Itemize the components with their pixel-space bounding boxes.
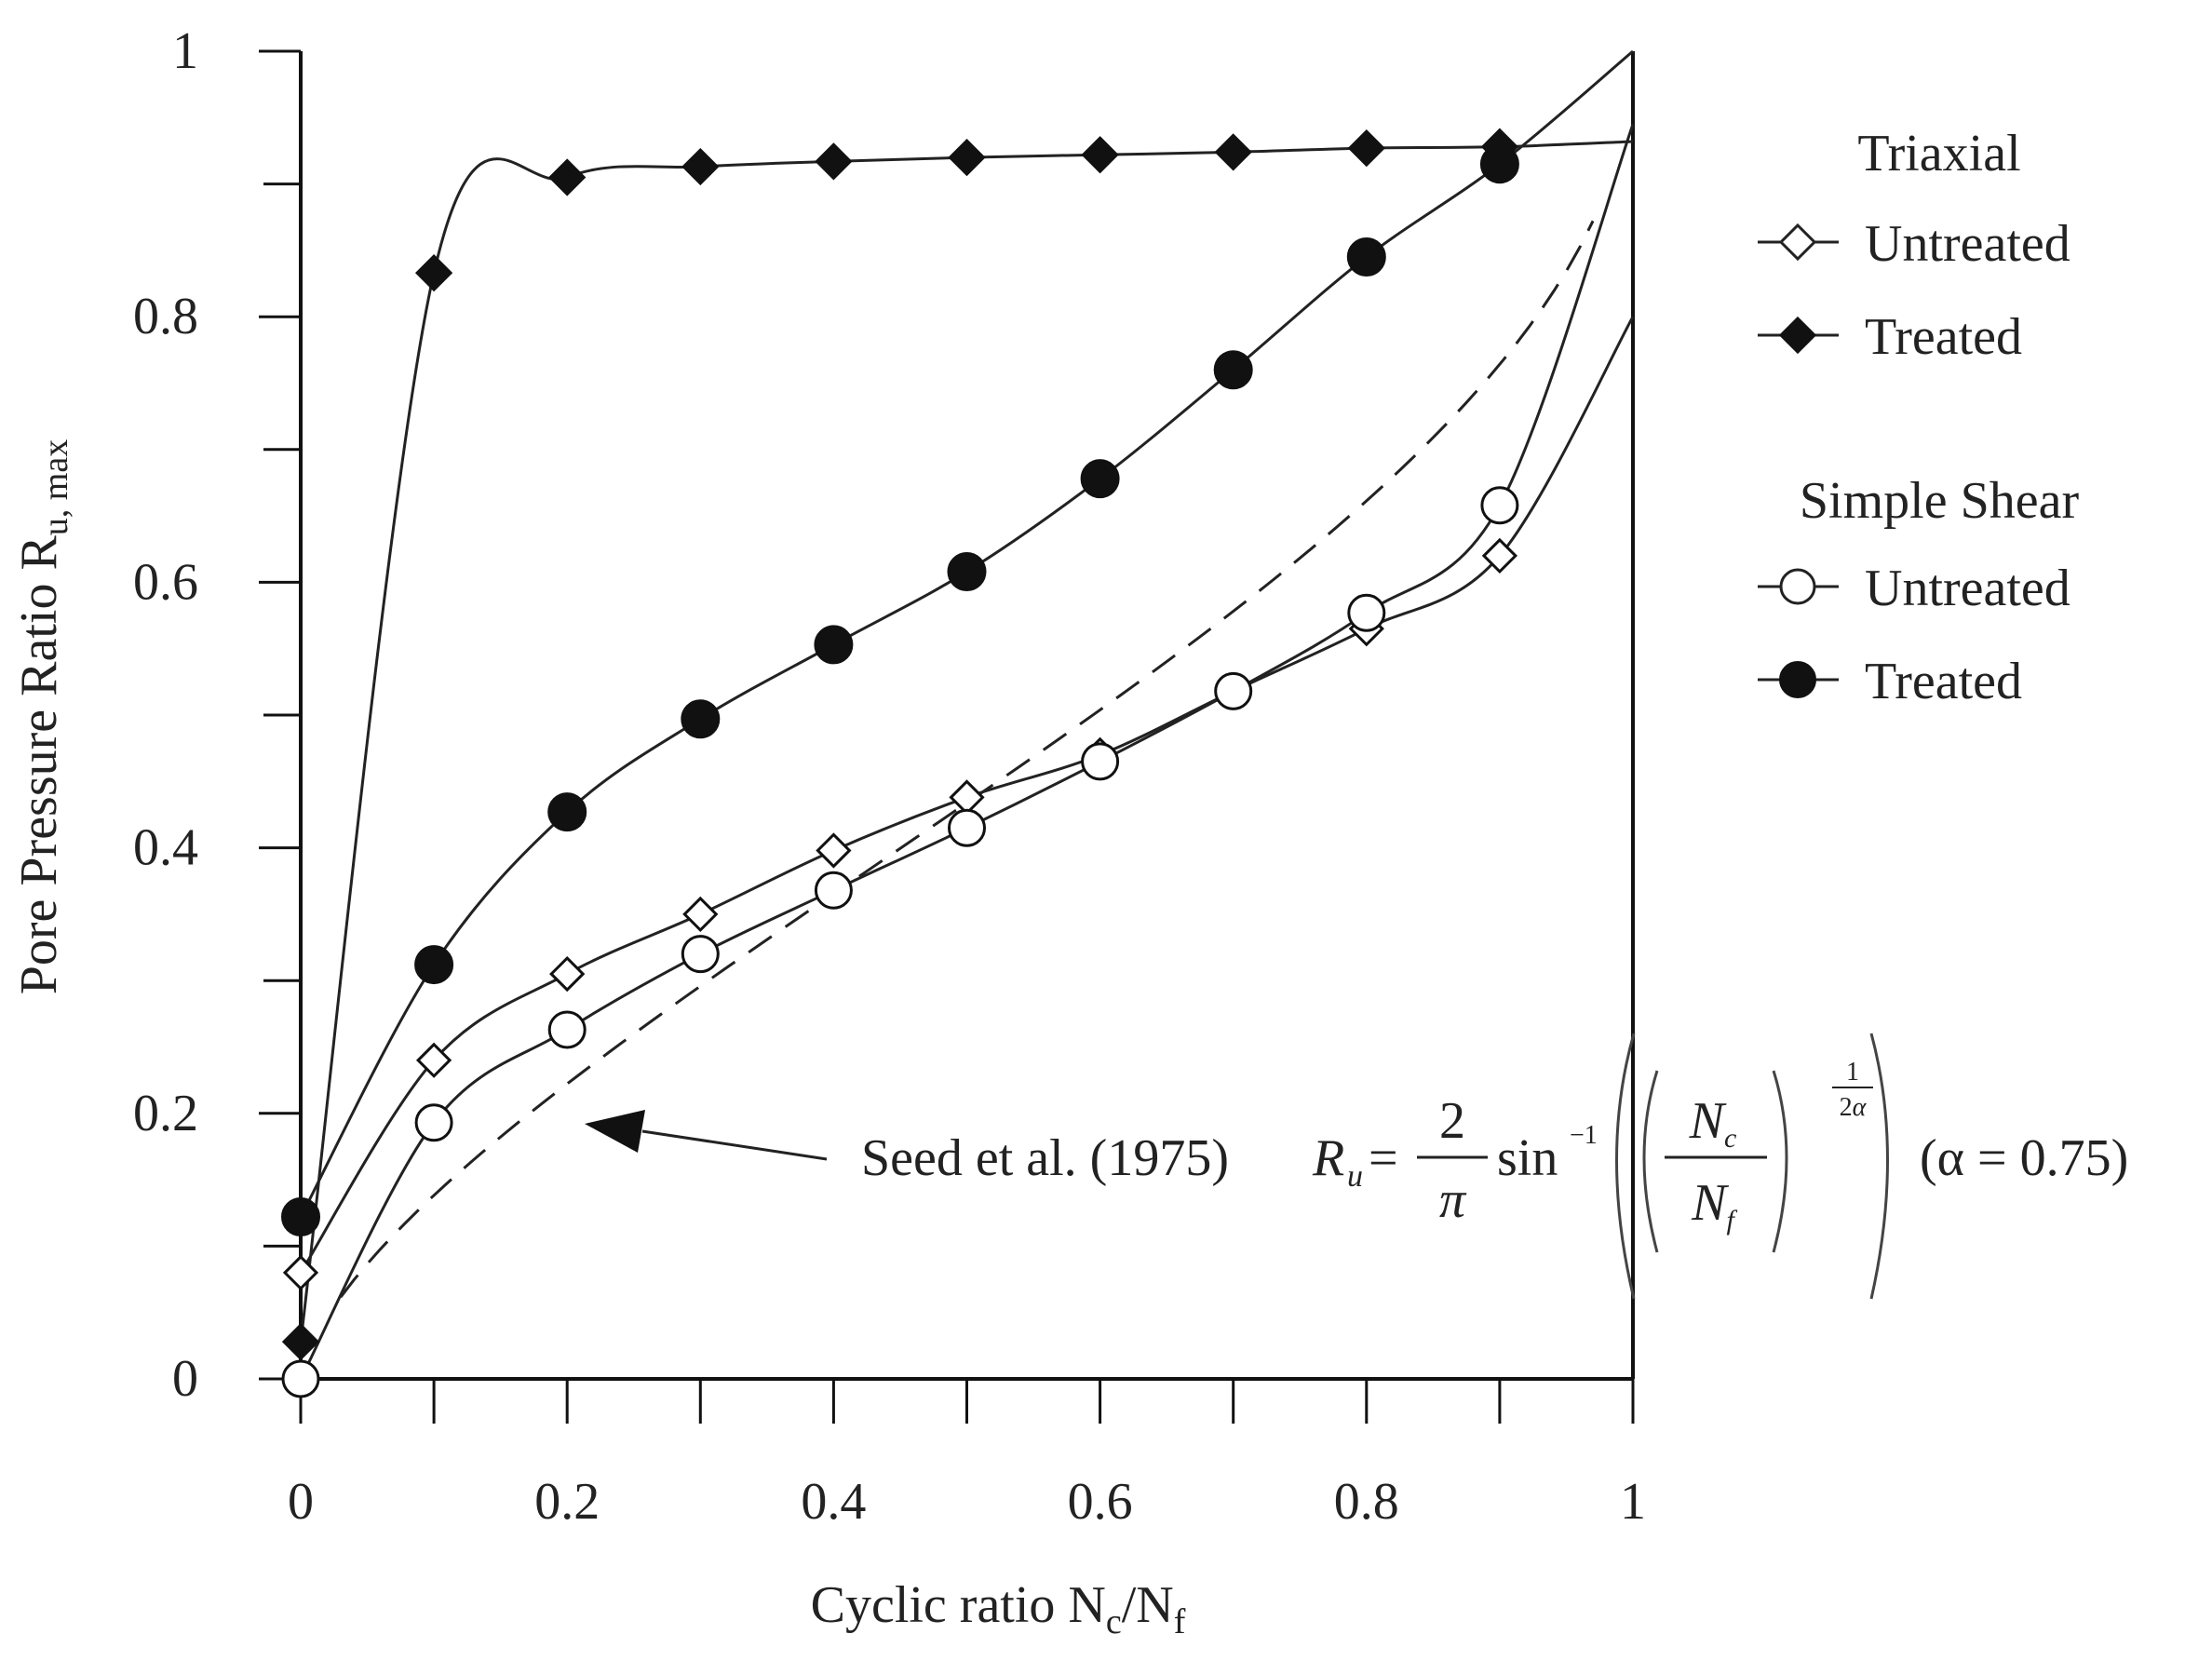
y-axis-title-main: Pore Pressure Ratio R bbox=[10, 535, 68, 995]
point-triaxial-treated bbox=[281, 1322, 320, 1361]
x-tick-label: 0.8 bbox=[1334, 1473, 1399, 1531]
legend-title-triaxial: Triaxial bbox=[1857, 125, 2020, 182]
point-simple-shear-treated bbox=[1346, 237, 1386, 277]
equation-sin-exp: −1 bbox=[1570, 1121, 1598, 1150]
legend-title-simple-shear: Simple Shear bbox=[1800, 472, 2080, 530]
point-simple-shear-treated bbox=[281, 1197, 320, 1237]
y-tick-label: 0.8 bbox=[133, 288, 198, 345]
point-simple-shear-treated bbox=[1479, 144, 1519, 184]
legend-marker-simple-shear-untreated bbox=[1779, 568, 1816, 605]
seed-annotation: Seed et al. (1975) R u = 2 π sin −1 Nc N… bbox=[585, 1033, 2128, 1300]
point-triaxial-treated bbox=[815, 142, 853, 181]
legend-label-triaxial-untreated: Untreated bbox=[1865, 215, 2070, 273]
equation-two: 2 bbox=[1439, 1092, 1465, 1150]
x-tick-label: 0 bbox=[288, 1473, 314, 1531]
point-triaxial-untreated bbox=[1481, 537, 1518, 574]
point-simple-shear-untreated bbox=[948, 808, 986, 847]
seed-reference-curve bbox=[339, 220, 1595, 1299]
equation-exp-one: 1 bbox=[1846, 1058, 1859, 1087]
legend-entry-triaxial-treated: Treated bbox=[1758, 308, 2022, 366]
point-simple-shear-treated bbox=[1080, 459, 1120, 499]
x-tick-label: 0.4 bbox=[801, 1473, 866, 1531]
x-axis-title-mid: /N bbox=[1122, 1576, 1174, 1634]
y-tick-label: 1 bbox=[172, 22, 198, 80]
x-axis-title-sub1: c bbox=[1106, 1602, 1122, 1641]
x-tick-label: 1 bbox=[1620, 1473, 1646, 1531]
y-axis-title: Pore Pressure Ratio Ru, max bbox=[10, 439, 75, 995]
equation-Nc: Nc bbox=[1689, 1092, 1737, 1154]
point-triaxial-treated bbox=[1081, 136, 1119, 174]
point-simple-shear-treated bbox=[947, 551, 987, 591]
equation-outer-paren-left bbox=[1615, 1033, 1636, 1300]
axes-layer bbox=[259, 49, 1635, 1424]
equation-inner-paren-left bbox=[1642, 1070, 1659, 1253]
point-simple-shear-untreated bbox=[547, 1010, 587, 1049]
point-triaxial-treated bbox=[1347, 128, 1385, 168]
curve-simple-shear-treated bbox=[299, 49, 1634, 1218]
legend-marker-triaxial-untreated bbox=[1778, 223, 1817, 262]
point-simple-shear-untreated bbox=[681, 935, 720, 974]
equation-alpha: (α = 0.75) bbox=[1920, 1129, 2128, 1187]
point-triaxial-untreated bbox=[682, 896, 719, 933]
point-triaxial-untreated bbox=[949, 779, 985, 816]
legend-label-triaxial-treated: Treated bbox=[1865, 308, 2022, 366]
equation-R: R bbox=[1312, 1129, 1344, 1187]
y-axis-title-sub: u, max bbox=[36, 439, 75, 535]
point-triaxial-treated bbox=[414, 254, 453, 292]
legend-entry-triaxial-untreated: Untreated bbox=[1758, 215, 2070, 273]
y-tick-label: 0.4 bbox=[133, 819, 198, 877]
legend-label-simple-shear-untreated: Untreated bbox=[1865, 560, 2070, 617]
x-tick-label: 0.6 bbox=[1068, 1473, 1133, 1531]
point-simple-shear-treated bbox=[414, 945, 454, 985]
point-simple-shear-untreated bbox=[814, 871, 853, 910]
point-triaxial-untreated bbox=[549, 955, 586, 993]
x-tick-label: 0.2 bbox=[534, 1473, 600, 1531]
legend-entry-simple-shear-treated: Treated bbox=[1758, 653, 2022, 710]
equation-inner-paren-right bbox=[1772, 1070, 1788, 1253]
legend: Triaxial Untreated Treated Simple Shear … bbox=[1758, 125, 2079, 710]
point-simple-shear-untreated bbox=[1480, 486, 1519, 525]
point-triaxial-untreated bbox=[415, 1042, 452, 1078]
x-axis-title: Cyclic ratio Nc/Nf bbox=[811, 1576, 1186, 1641]
equation-equals: = bbox=[1369, 1129, 1398, 1187]
equation-pi: π bbox=[1439, 1171, 1467, 1229]
legend-entry-simple-shear-untreated: Untreated bbox=[1758, 560, 2070, 617]
point-simple-shear-untreated bbox=[1081, 742, 1120, 781]
y-tick-label: 0.6 bbox=[133, 553, 198, 611]
equation-R-sub: u bbox=[1347, 1159, 1363, 1194]
point-triaxial-treated bbox=[948, 138, 986, 177]
x-axis-title-sub2: f bbox=[1174, 1602, 1186, 1641]
annotation-arrowhead bbox=[585, 1110, 645, 1153]
point-simple-shear-untreated bbox=[1347, 593, 1386, 632]
labels-layer: 0 0.2 0.4 0.6 0.8 1 0 0.2 0.4 0.6 0.8 1 bbox=[133, 22, 1646, 1531]
point-simple-shear-untreated bbox=[414, 1103, 453, 1142]
equation-formula: R u = 2 π sin −1 Nc Nf 1 2α (α = 0.75) bbox=[1312, 1033, 2128, 1300]
equation-sin: sin bbox=[1497, 1129, 1558, 1187]
equation-exp-two-alpha: 2α bbox=[1840, 1093, 1868, 1122]
legend-marker-triaxial-treated bbox=[1778, 316, 1817, 355]
point-triaxial-treated bbox=[548, 158, 587, 196]
legend-label-simple-shear-treated: Treated bbox=[1865, 653, 2022, 710]
x-axis-title-main: Cyclic ratio N bbox=[811, 1576, 1106, 1634]
point-simple-shear-treated bbox=[1213, 350, 1253, 390]
point-triaxial-treated bbox=[1214, 133, 1252, 171]
point-triaxial-untreated bbox=[816, 832, 852, 869]
point-simple-shear-untreated bbox=[281, 1359, 320, 1398]
annotation-citation: Seed et al. (1975) bbox=[861, 1129, 1229, 1187]
equation-outer-paren-right bbox=[1869, 1033, 1889, 1300]
annotation-arrow-shaft bbox=[641, 1129, 828, 1161]
y-tick-label: 0 bbox=[172, 1350, 198, 1408]
point-simple-shear-untreated bbox=[1214, 671, 1253, 710]
point-triaxial-untreated bbox=[282, 1254, 319, 1291]
curve-simple-shear-untreated bbox=[299, 123, 1635, 1380]
point-triaxial-treated bbox=[681, 147, 720, 186]
equation-Nf: Nf bbox=[1691, 1174, 1737, 1236]
markers-layer bbox=[281, 128, 1519, 1398]
point-simple-shear-treated bbox=[547, 792, 587, 832]
legend-marker-simple-shear-treated bbox=[1779, 661, 1816, 698]
point-simple-shear-treated bbox=[681, 699, 721, 739]
point-simple-shear-treated bbox=[814, 625, 854, 665]
y-tick-label: 0.2 bbox=[133, 1085, 198, 1142]
